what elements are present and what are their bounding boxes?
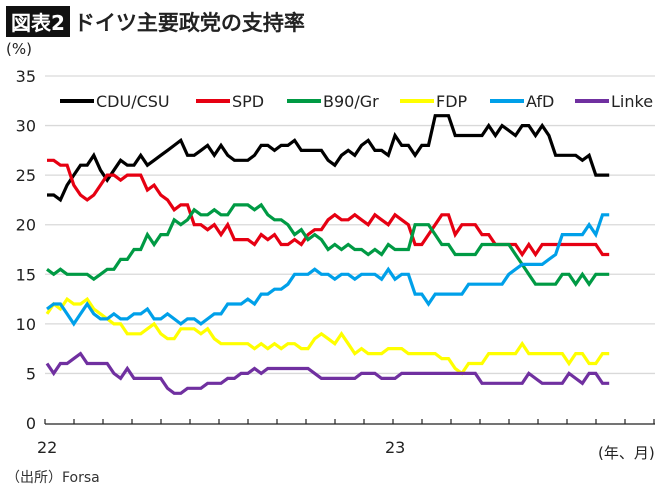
y-tick-label: 5 xyxy=(26,364,36,383)
title-text: ドイツ主要政党の支持率 xyxy=(73,10,305,35)
x-tick-label: 22 xyxy=(37,438,57,457)
y-tick-label: 15 xyxy=(16,265,36,284)
series-line-afd xyxy=(46,213,610,327)
legend-label-fdp: FDP xyxy=(436,92,468,111)
chart-title: 図表2 ドイツ主要政党の支持率 xyxy=(6,6,305,37)
series-line-b90-gr xyxy=(46,202,610,288)
legend-label-linke: Linke xyxy=(611,92,653,111)
series-line-fdp xyxy=(45,296,610,376)
y-tick-label: 30 xyxy=(16,117,36,136)
legend-label-spd: SPD xyxy=(232,92,264,111)
source-note: （出所）Forsa xyxy=(6,470,100,486)
y-tick-label: 0 xyxy=(26,414,36,433)
legend-label-b90-gr: B90/Gr xyxy=(323,92,379,111)
series-line-cdu-csu xyxy=(47,114,610,203)
x-tick-label: 23 xyxy=(385,438,405,457)
y-axis-unit: (%) xyxy=(6,40,32,58)
y-tick-label: 20 xyxy=(16,216,36,235)
series-line-linke xyxy=(45,351,610,395)
x-axis-unit: (年、月) xyxy=(598,444,655,462)
legend-label-afd: AfD xyxy=(526,92,554,111)
y-tick-label: 35 xyxy=(16,67,36,86)
y-tick-label: 10 xyxy=(16,315,36,334)
y-tick-label: 25 xyxy=(16,166,36,185)
legend-label-cdu-csu: CDU/CSU xyxy=(96,92,170,111)
series-line-spd xyxy=(47,158,610,258)
figure-badge: 図表2 xyxy=(6,6,70,37)
